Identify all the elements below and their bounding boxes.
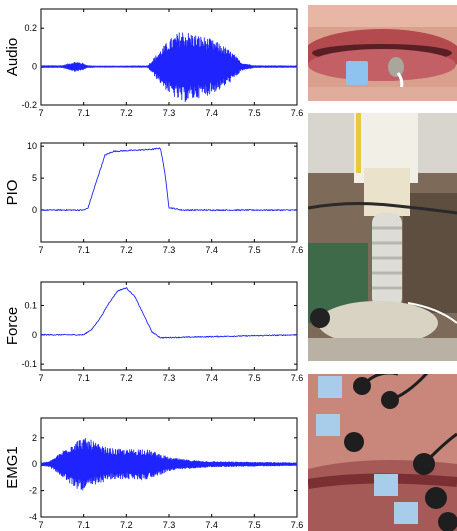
y-tick-label: 10 xyxy=(27,141,37,151)
y-tick-label: -0.2 xyxy=(21,100,37,110)
y-tick-label: 0.1 xyxy=(24,300,37,310)
y-tick-label: 0 xyxy=(32,62,37,72)
x-tick-label: 7.3 xyxy=(163,245,176,255)
series-line-force xyxy=(40,287,298,339)
x-tick-label: 7.5 xyxy=(248,108,261,118)
x-tick-label: 7.2 xyxy=(120,245,133,255)
x-tick-label: 7.4 xyxy=(205,373,218,383)
photo-mouth-sensor xyxy=(308,5,457,101)
x-tick-label: 7 xyxy=(38,520,43,530)
series-line-emg1 xyxy=(40,437,298,491)
x-tick-label: 7.1 xyxy=(77,520,90,530)
x-tick-label: 7.1 xyxy=(77,373,90,383)
y-tick-label: 0 xyxy=(32,205,37,215)
x-tick-label: 7.5 xyxy=(248,520,261,530)
y-tick-label: -2 xyxy=(29,486,37,496)
y-axis-label: Force xyxy=(4,307,21,345)
photo-apparatus xyxy=(308,113,457,361)
x-tick-label: 7.2 xyxy=(120,108,133,118)
y-tick-label: 5 xyxy=(32,173,37,183)
x-tick-label: 7.6 xyxy=(291,373,304,383)
x-tick-label: 7.4 xyxy=(205,520,218,530)
x-tick-label: 7 xyxy=(38,108,43,118)
x-tick-label: 7.1 xyxy=(77,108,90,118)
plot-frame-2 xyxy=(40,142,298,243)
y-tick-label: 0 xyxy=(32,459,37,469)
y-axis-label: Audio xyxy=(4,38,21,76)
x-tick-label: 7.6 xyxy=(291,108,304,118)
x-tick-label: 7.3 xyxy=(163,520,176,530)
series-line-pio xyxy=(40,147,298,212)
series-line-audio xyxy=(40,32,298,103)
photo-face-electrodes xyxy=(308,374,457,531)
x-tick-label: 7.5 xyxy=(248,373,261,383)
x-tick-label: 7.6 xyxy=(291,245,304,255)
plot-frame-3 xyxy=(40,281,298,371)
x-tick-label: 7.4 xyxy=(205,245,218,255)
y-tick-label: 0 xyxy=(32,330,37,340)
x-tick-label: 7.6 xyxy=(291,520,304,530)
x-tick-label: 7.4 xyxy=(205,108,218,118)
x-tick-label: 7.3 xyxy=(163,373,176,383)
y-axis-label: PIO xyxy=(4,180,21,206)
y-axis-label: EMG1 xyxy=(4,446,21,489)
x-tick-label: 7 xyxy=(38,245,43,255)
y-tick-label: 2 xyxy=(32,433,37,443)
y-tick-label: -0.1 xyxy=(21,359,37,369)
x-tick-label: 7 xyxy=(38,373,43,383)
y-tick-label: 0.2 xyxy=(24,23,37,33)
x-tick-label: 7.5 xyxy=(248,245,261,255)
x-tick-label: 7.2 xyxy=(120,520,133,530)
x-tick-label: 7.3 xyxy=(163,108,176,118)
x-tick-label: 7.1 xyxy=(77,245,90,255)
x-tick-label: 7.2 xyxy=(120,373,133,383)
y-tick-label: -4 xyxy=(29,512,37,522)
